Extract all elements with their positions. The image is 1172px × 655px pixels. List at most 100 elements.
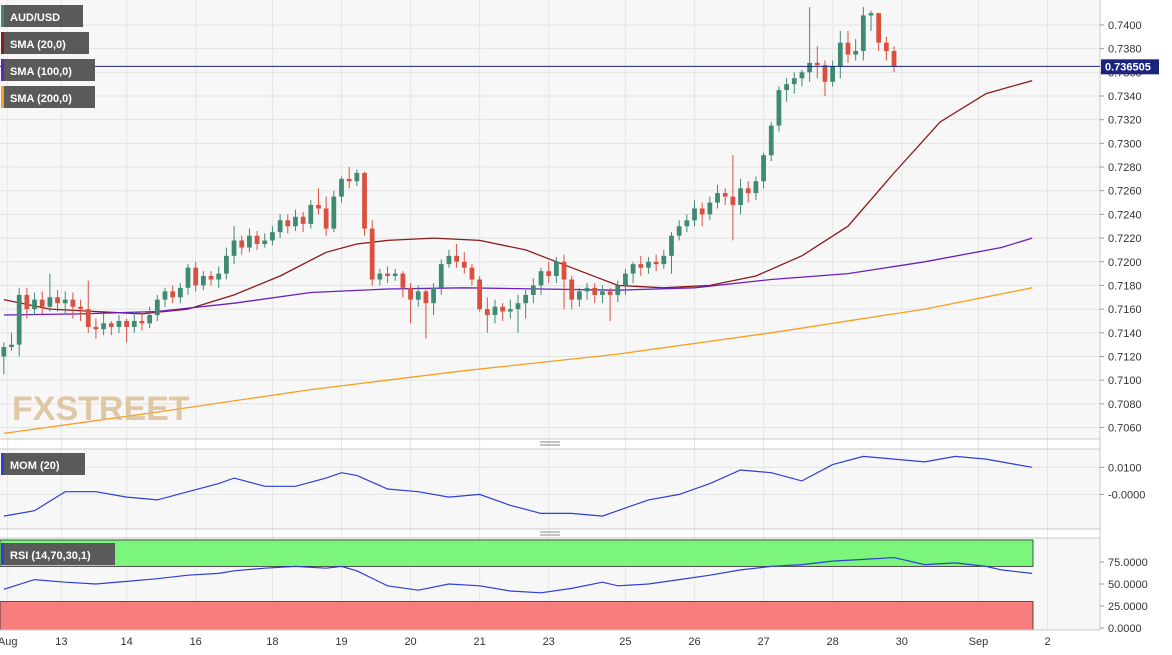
candle-up [1,347,7,357]
candle-up [154,299,160,316]
x-tick-label: 18 [266,636,278,648]
candle-up [200,275,206,286]
legend-mom[interactable]: MOM (20) [1,453,85,475]
candle-down [316,204,321,209]
candle-down [193,267,199,286]
x-tick-label: 21 [474,636,486,648]
candle-down [24,294,30,310]
legend-rsi[interactable]: RSI (14,70,30,1) [1,543,115,565]
legend-sma100[interactable]: SMA (100,0) [1,59,95,81]
candle-up [162,291,168,300]
candle-up [492,306,498,316]
x-tick-label: Sep [969,636,989,648]
x-tick-label: 13 [55,636,67,648]
candle-up [623,273,628,286]
x-tick-label: 16 [190,636,202,648]
current-price-value: 0.736505 [1105,61,1151,73]
candle-up [791,78,797,85]
candle-up [553,261,559,276]
candle-down [254,235,260,244]
rsi-tick-label: 25.0000 [1108,601,1148,613]
candle-up [331,196,337,229]
candle-down [369,228,375,280]
candle-up [615,285,621,295]
candle-down [814,62,820,66]
candle-up [646,261,651,268]
candle-up [807,62,812,73]
candle-up [868,13,874,16]
candle-down [891,50,897,67]
candle-up [784,84,789,91]
current-price-tag [1101,59,1159,75]
candle-up [185,267,191,288]
candle-up [354,172,360,182]
candle-down [85,309,91,327]
candle-up [684,220,690,227]
candle-up [530,285,536,295]
candle-down [139,320,145,324]
candle-up [392,273,398,276]
mom-line [3,455,1033,517]
candle-up [676,226,682,236]
candle-down [845,42,851,55]
price-tick-label: 0.7140 [1108,328,1142,340]
candle-up [116,320,122,327]
candle-up [32,299,37,310]
resize-handle-1[interactable] [540,441,560,446]
candle-up [692,208,697,221]
legend-sma100-label: SMA (100,0) [10,66,72,78]
candle-down [722,193,728,197]
price-tick-label: 0.7220 [1108,233,1142,245]
legend-audusd[interactable]: AUD/USD [1,5,83,27]
candle-down [699,208,705,215]
price-panel-bg [0,0,1100,439]
candle-up [339,178,344,197]
candle-up [9,344,14,348]
sma20-line [3,79,1033,315]
legend-sma20-label: SMA (20,0) [10,39,66,51]
candle-down [39,299,45,307]
candle-up [446,255,452,265]
candle-up [62,299,68,304]
legend-sma20[interactable]: SMA (20,0) [1,32,89,54]
x-tick-label: 2 [1044,636,1050,648]
x-tick-label: 26 [688,636,700,648]
candle-down [170,291,176,298]
candle-up [661,255,667,265]
x-tick-label: Aug [0,636,17,648]
candle-down [124,320,130,327]
price-tick-label: 0.7300 [1108,138,1142,150]
resize-handle-2[interactable] [540,531,560,536]
price-tick-label: 0.7160 [1108,304,1142,316]
candle-down [745,188,751,194]
candle-up [101,323,106,330]
candle-up [630,264,636,274]
candle-up [753,181,759,194]
candle-down [469,267,475,280]
price-tick-label: 0.7240 [1108,209,1142,221]
candle-down [500,306,506,312]
candle-up [147,315,153,324]
x-tick-label: 25 [619,636,631,648]
candle-down [323,208,329,229]
x-tick-label: 30 [896,636,908,648]
candle-down [423,291,429,304]
candle-down [484,309,490,316]
legend-rsi-label: RSI (14,70,30,1) [10,550,91,562]
candle-up [16,294,22,345]
candle-up [853,50,859,55]
legend-audusd-label: AUD/USD [10,12,60,24]
candle-up [761,155,766,182]
candle-down [285,220,291,227]
legend-sma200[interactable]: SMA (200,0) [1,86,95,108]
rsi-tick-label: 75.0000 [1108,557,1148,569]
candle-up [600,291,605,295]
candle-up [738,188,743,205]
legend-mom-label: MOM (20) [10,460,60,472]
candle-down [93,326,99,330]
candle-up [431,287,436,304]
x-tick-label: 20 [404,636,416,648]
candle-up [584,287,590,292]
